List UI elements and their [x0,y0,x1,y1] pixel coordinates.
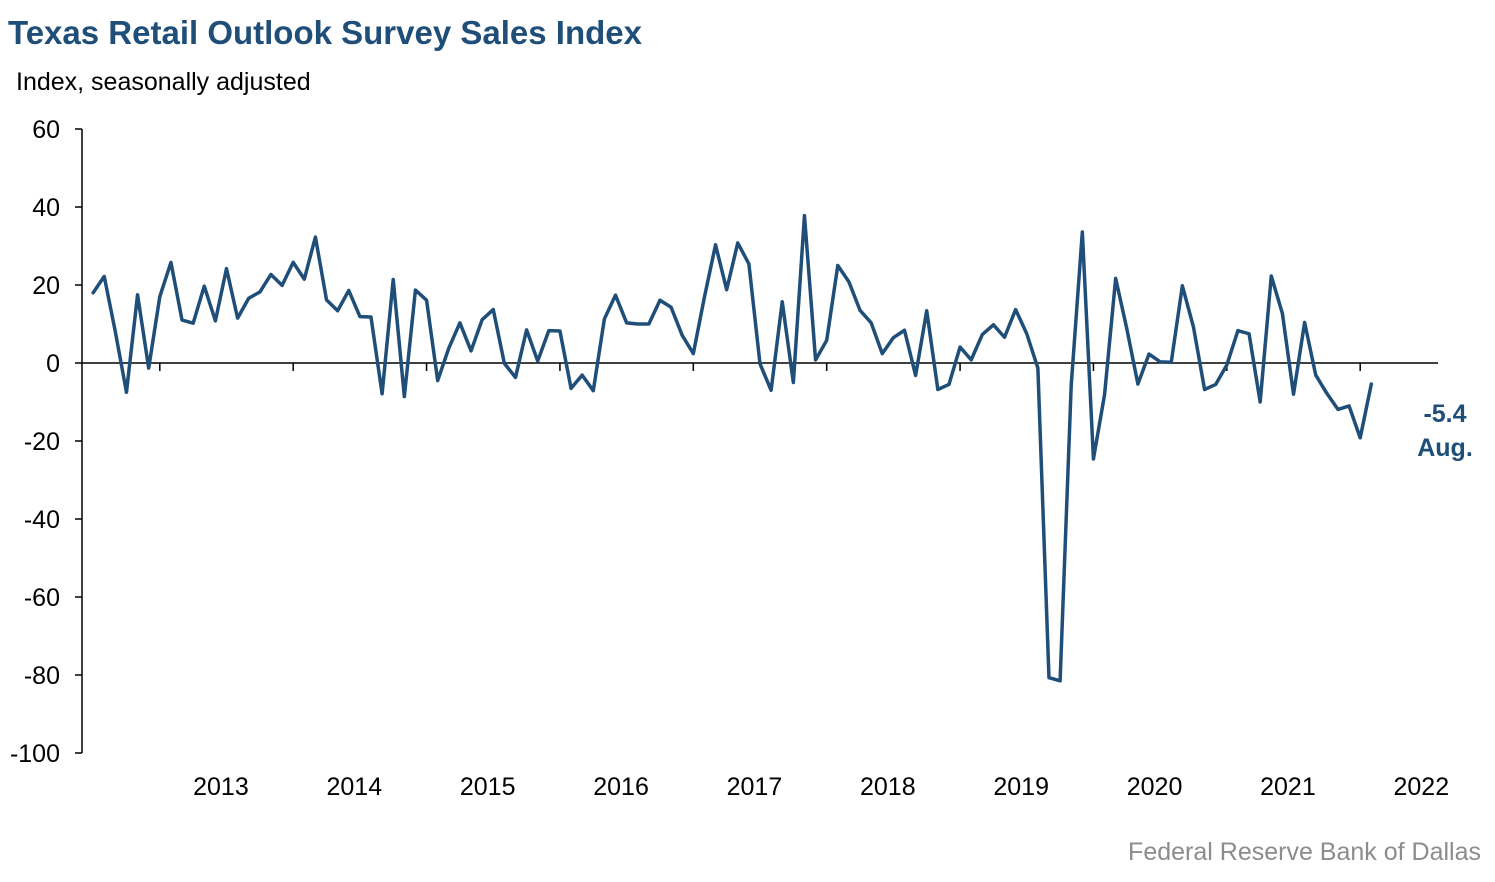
series-line [91,213,1374,683]
y-tick-label: 20 [32,272,60,300]
last-period-label: Aug. [1417,434,1473,462]
x-tick-label: 2017 [727,773,783,801]
x-axis: 2013 2014 2015 2016 2017 2018 2019 2020 2021 2022 [82,362,1450,801]
chart-title: Texas Retail Outlook Survey Sales Index [8,14,642,51]
end-annotation: -5.4 Aug. [1417,400,1473,462]
y-tick-label: -60 [24,584,60,612]
x-tick-label: 2014 [326,773,382,801]
y-tick-label: -40 [24,506,60,534]
x-tick-label: 2016 [593,773,649,801]
x-tick-label: 2013 [193,773,249,801]
source-note: Federal Reserve Bank of Dallas [1128,838,1481,866]
y-tick-label: -100 [10,740,60,768]
x-tick-label: 2018 [860,773,916,801]
x-tick-label: 2020 [1127,773,1183,801]
y-axis: 60 40 20 0 -20 -40 -60 -80 -100 [10,116,83,768]
y-tick-label: -20 [24,428,60,456]
chart-subtitle: Index, seasonally adjusted [16,68,311,96]
last-value-label: -5.4 [1423,400,1466,428]
x-tick-label: 2015 [460,773,516,801]
x-tick-label: 2022 [1394,773,1450,801]
x-tick-label: 2019 [993,773,1049,801]
series-layer [91,213,1374,683]
y-tick-label: 40 [32,194,60,222]
x-tick-label: 2021 [1260,773,1316,801]
y-tick-label: 0 [46,350,60,378]
y-tick-label: 60 [32,116,60,144]
y-tick-label: -80 [24,662,60,690]
